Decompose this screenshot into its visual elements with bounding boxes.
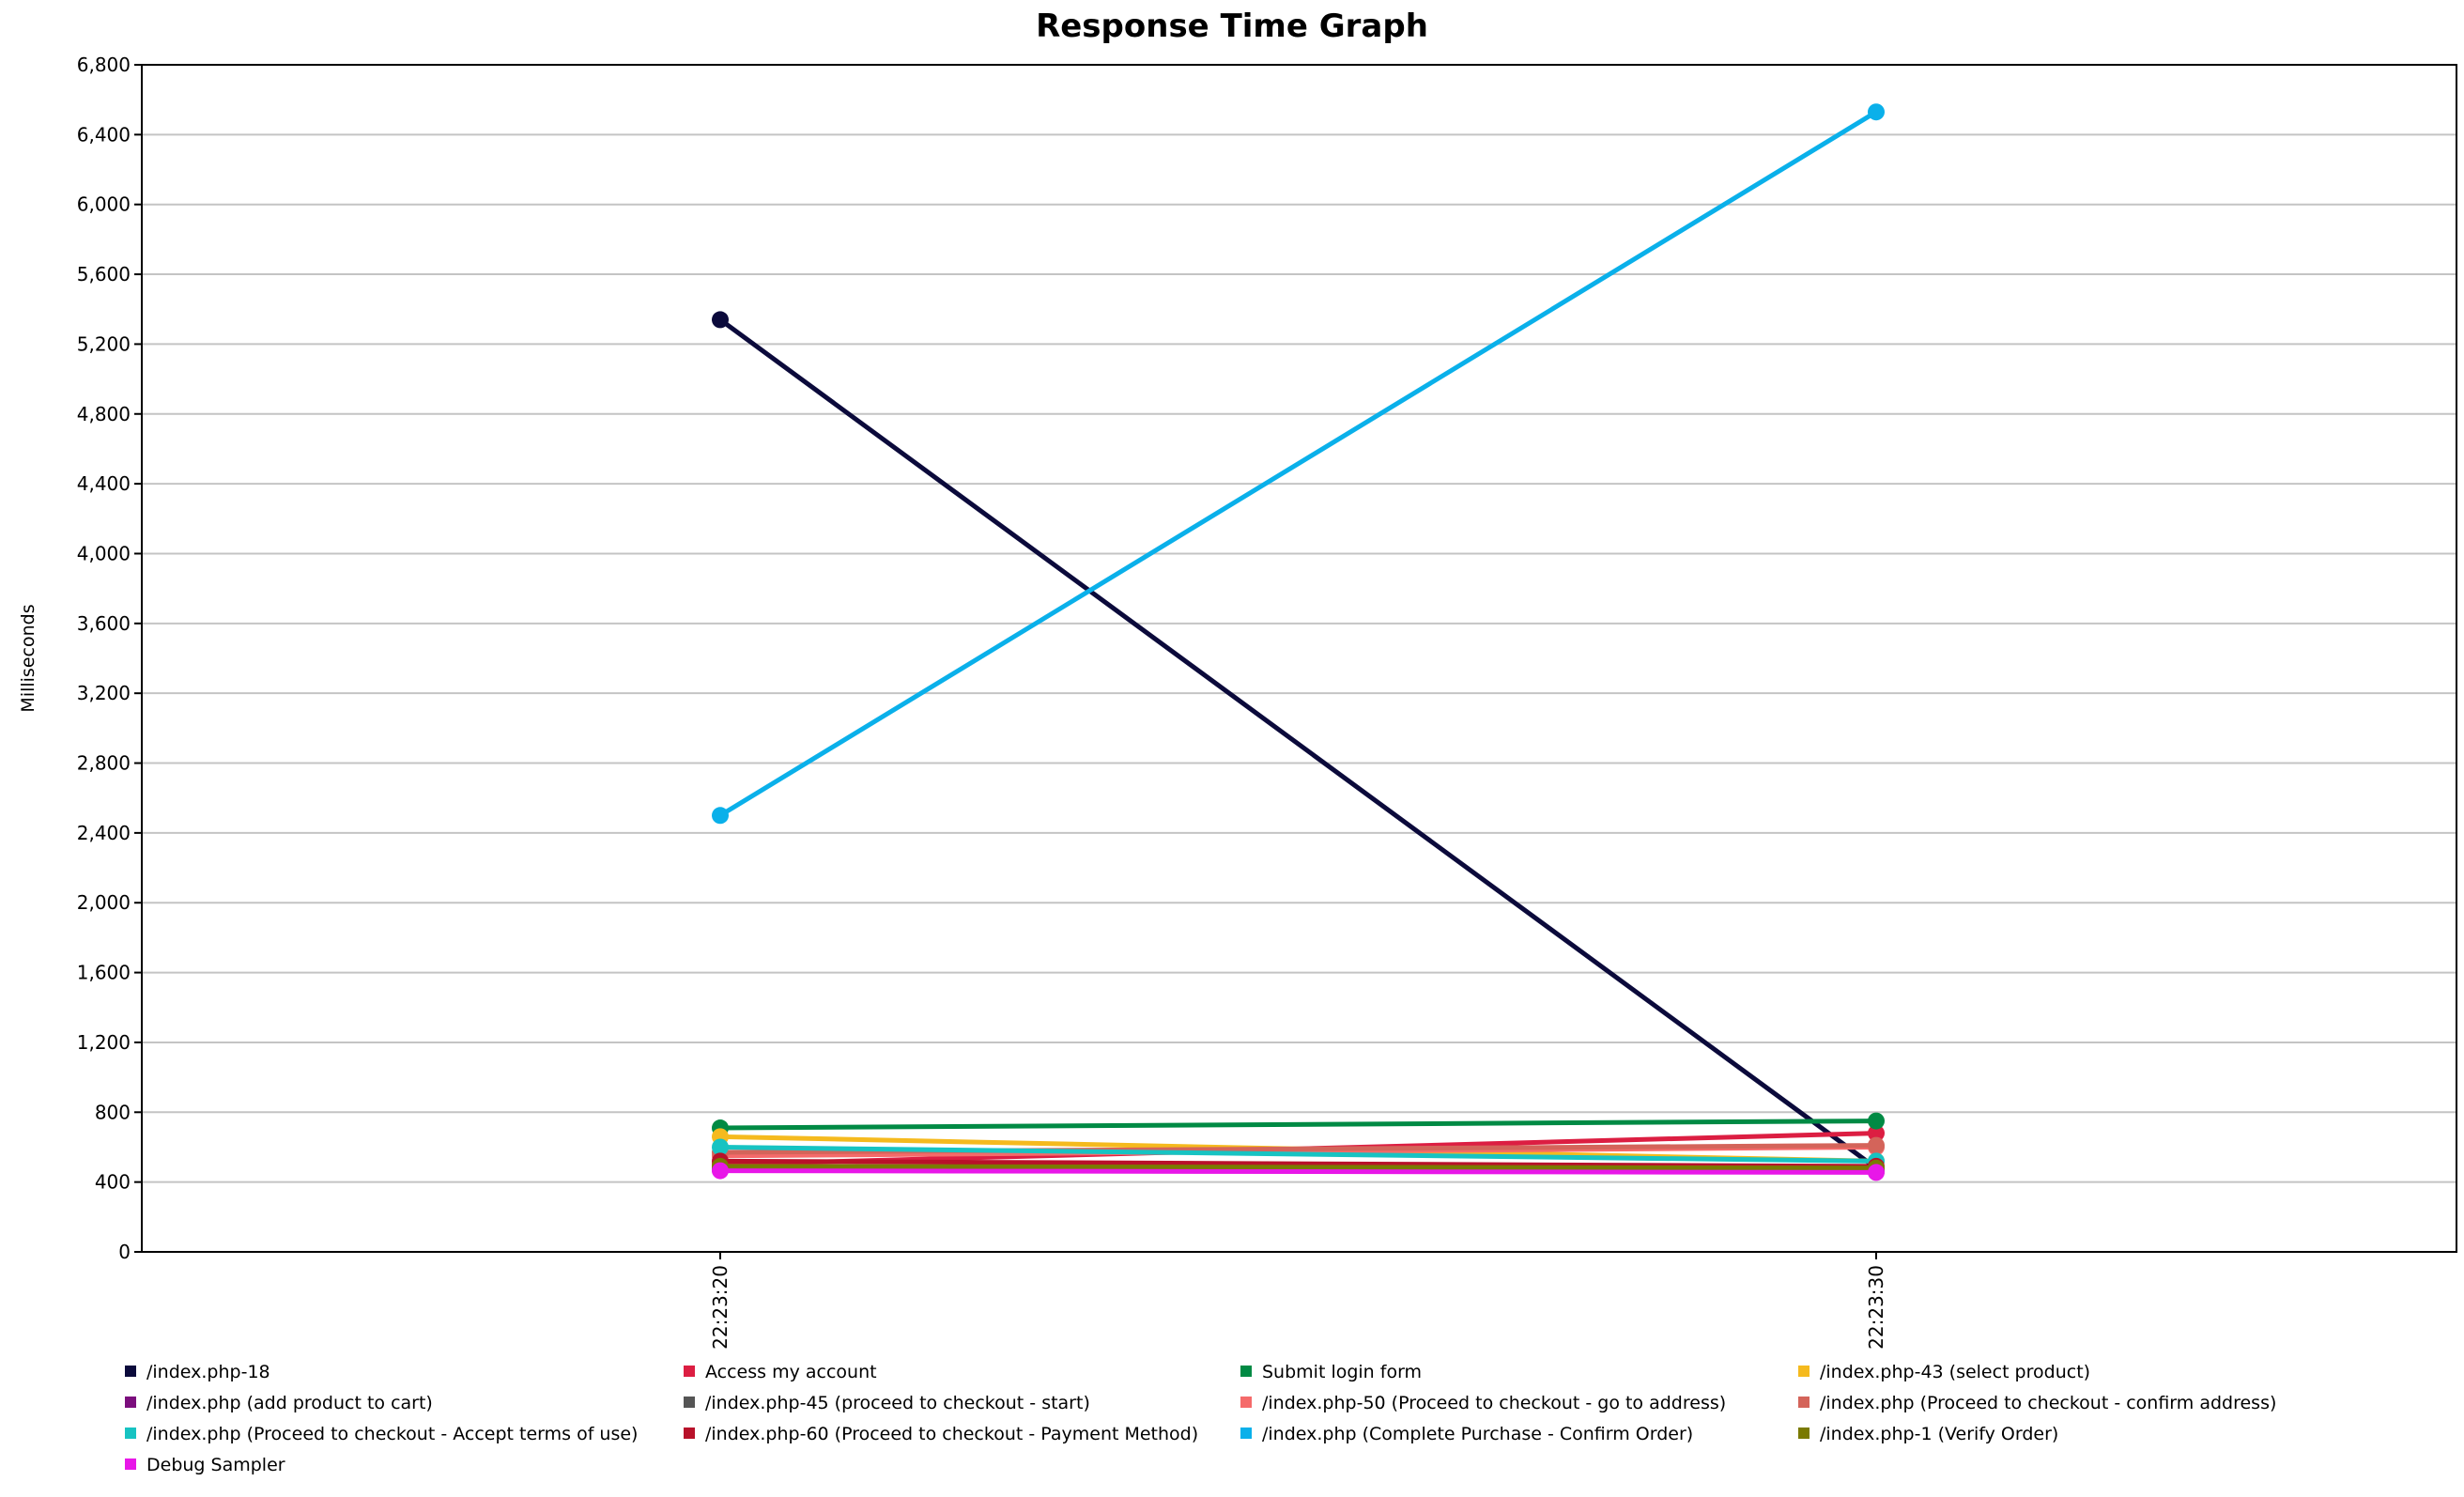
legend-item: /index.php-43 (select product) <box>1798 1362 2090 1382</box>
series-line <box>719 1119 1877 1131</box>
y-tick-label: 2,400 <box>77 822 131 844</box>
legend-swatch <box>1240 1428 1252 1439</box>
legend-item: /index.php (add product to cart) <box>125 1393 433 1413</box>
series-line <box>719 1164 1877 1171</box>
y-axis-ticks: 0 400 800 1,200 1,600 2,000 2,400 2,800 3,200 3,6… <box>77 54 142 1263</box>
data-point <box>1868 1124 1885 1142</box>
legend-swatch <box>1240 1397 1252 1408</box>
x-tick-label: 22:23:20 <box>709 1265 732 1350</box>
legend-swatch <box>1798 1397 1810 1408</box>
legend-label: Access my account <box>705 1362 877 1382</box>
series-2 <box>712 1112 1885 1137</box>
series-12 <box>712 1162 1885 1181</box>
legend-label: /index.php-45 (proceed to checkout - sta… <box>705 1393 1090 1413</box>
legend-item: /index.php (Proceed to checkout - Accept… <box>125 1424 638 1444</box>
x-tick-label: 22:23:30 <box>1865 1265 1887 1350</box>
legend-item: /index.php (Complete Purchase - Confirm … <box>1240 1424 1693 1444</box>
data-point <box>712 1162 729 1180</box>
y-tick-label: 3,600 <box>77 612 131 635</box>
y-tick-label: 6,000 <box>77 193 131 216</box>
y-tick-label: 4,000 <box>77 542 131 564</box>
legend-label: /index.php (Complete Purchase - Confirm … <box>1262 1424 1693 1444</box>
legend-label: /index.php-1 (Verify Order) <box>1820 1424 2058 1444</box>
y-tick-label: 4,400 <box>77 472 131 495</box>
data-point <box>1868 103 1885 121</box>
legend-item: Debug Sampler <box>125 1455 285 1475</box>
series-0 <box>712 311 1885 1177</box>
legend-item: /index.php-18 <box>125 1362 270 1382</box>
legend-swatch <box>684 1366 695 1377</box>
y-tick-label: 6,800 <box>77 54 131 76</box>
legend-label: /index.php (add product to cart) <box>146 1393 433 1413</box>
grid-lines <box>142 133 2456 1183</box>
legend-swatch <box>1798 1428 1810 1439</box>
legend-item: /index.php-45 (proceed to checkout - sta… <box>684 1393 1090 1413</box>
legend-label: /index.php-60 (Proceed to checkout - Pay… <box>705 1424 1198 1444</box>
legend-swatch <box>125 1428 136 1439</box>
plot-area-frame <box>141 64 2457 1253</box>
y-tick-label: 3,200 <box>77 682 131 704</box>
y-tick-label: 2,800 <box>77 752 131 775</box>
y-tick-label: 1,200 <box>77 1031 131 1054</box>
legend-item: /index.php-50 (Proceed to checkout - go … <box>1240 1393 1726 1413</box>
y-tick-label: 1,600 <box>77 962 131 984</box>
legend-swatch <box>684 1428 695 1439</box>
legend-label: /index.php (Proceed to checkout - Accept… <box>146 1424 638 1444</box>
legend-swatch <box>1240 1366 1252 1377</box>
legend-label: Submit login form <box>1262 1362 1422 1382</box>
legend: /index.php-18 Access my account Submit log… <box>125 1362 2276 1475</box>
series-line <box>719 1144 1877 1164</box>
legend-label: Debug Sampler <box>146 1455 285 1475</box>
data-point <box>712 807 729 825</box>
legend-label: /index.php-50 (Proceed to checkout - go … <box>1262 1393 1726 1413</box>
legend-item: /index.php-1 (Verify Order) <box>1798 1424 2058 1444</box>
series-lines <box>712 103 1885 1181</box>
y-tick-label: 5,600 <box>77 263 131 286</box>
series-line <box>718 317 1878 1170</box>
legend-item: /index.php-60 (Proceed to checkout - Pay… <box>684 1424 1198 1444</box>
legend-item: /index.php (Proceed to checkout - confir… <box>1798 1393 2276 1413</box>
y-tick-label: 6,400 <box>77 123 131 146</box>
legend-swatch <box>1798 1366 1810 1377</box>
legend-swatch <box>684 1397 695 1408</box>
y-tick-label: 4,800 <box>77 403 131 425</box>
data-point <box>712 1138 729 1156</box>
legend-item: Access my account <box>684 1362 877 1382</box>
y-axis-title: Milliseconds <box>18 604 38 712</box>
series-line <box>718 110 1878 818</box>
y-tick-label: 2,000 <box>77 891 131 914</box>
legend-swatch <box>125 1366 136 1377</box>
series-10 <box>712 103 1885 825</box>
data-point <box>1868 1164 1885 1181</box>
y-tick-label: 0 <box>118 1241 131 1263</box>
data-point <box>1868 1112 1885 1130</box>
legend-label: /index.php (Proceed to checkout - confir… <box>1820 1393 2276 1413</box>
y-tick-label: 800 <box>95 1101 131 1123</box>
data-point <box>1868 1136 1885 1154</box>
x-axis-ticks: 22:23:20 22:23:30 <box>709 1252 1887 1350</box>
data-point <box>712 311 729 329</box>
legend-label: /index.php-43 (select product) <box>1820 1362 2090 1382</box>
legend-label: /index.php-18 <box>146 1362 270 1382</box>
legend-swatch <box>125 1397 136 1408</box>
legend-swatch <box>125 1458 136 1470</box>
y-tick-label: 400 <box>95 1171 131 1194</box>
legend-item: Submit login form <box>1240 1362 1422 1382</box>
series-line <box>719 1168 1877 1175</box>
y-tick-label: 5,200 <box>77 332 131 355</box>
chart-title: Response Time Graph <box>1036 8 1428 45</box>
